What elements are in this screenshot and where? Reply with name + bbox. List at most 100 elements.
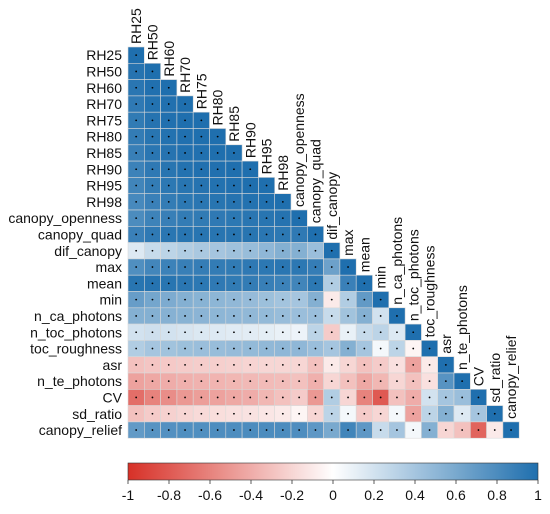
cell-dot bbox=[379, 298, 382, 301]
cell-dot bbox=[298, 249, 301, 252]
cell-dot bbox=[298, 233, 301, 236]
column-label: mean bbox=[356, 237, 372, 272]
cell-dot bbox=[135, 54, 138, 57]
column-label: canopy_openness bbox=[291, 93, 307, 207]
cell-dot bbox=[396, 380, 398, 383]
row-label: sd_ratio bbox=[72, 406, 122, 422]
cell-dot bbox=[265, 347, 268, 350]
cell-dot bbox=[167, 396, 170, 399]
cell-dot bbox=[347, 380, 349, 383]
cell-dot bbox=[363, 331, 366, 334]
cell-dot bbox=[233, 298, 235, 301]
cell-dot bbox=[167, 152, 170, 154]
cell-dot bbox=[135, 282, 138, 285]
cell-dot bbox=[330, 396, 333, 399]
cell-dot bbox=[298, 217, 301, 220]
cell-dot bbox=[216, 200, 219, 203]
cell-dot bbox=[135, 103, 138, 105]
cell-dot bbox=[379, 412, 382, 415]
cell-dot bbox=[363, 396, 366, 399]
column-label: RH85 bbox=[226, 106, 242, 142]
cell-dot bbox=[233, 233, 235, 236]
row-label: min bbox=[99, 292, 122, 308]
cell-dot bbox=[314, 249, 317, 252]
cell-dot bbox=[363, 380, 366, 383]
cell-dot bbox=[347, 347, 349, 350]
cell-dot bbox=[249, 363, 252, 366]
cell-dot bbox=[298, 282, 301, 285]
cell-dot bbox=[298, 331, 301, 334]
row-label: asr bbox=[103, 357, 123, 373]
colorbar-tick-label: -0.4 bbox=[239, 487, 263, 503]
cell-dot bbox=[314, 233, 317, 236]
row-label: canopy_openness bbox=[8, 210, 122, 226]
column-label: RH80 bbox=[210, 89, 226, 125]
cell-dot bbox=[216, 380, 219, 383]
column-label: RH70 bbox=[177, 57, 193, 93]
cell-dot bbox=[200, 217, 203, 220]
cell-dot bbox=[347, 266, 349, 268]
cell-dot bbox=[314, 282, 317, 285]
column-label: canopy_quad bbox=[307, 139, 323, 223]
cell-dot bbox=[396, 363, 398, 366]
cell-dot bbox=[265, 331, 268, 334]
cell-dot bbox=[151, 331, 154, 334]
cell-dot bbox=[151, 233, 154, 236]
cell-dot bbox=[135, 184, 138, 187]
cell-dot bbox=[347, 282, 349, 285]
cell-dot bbox=[412, 347, 415, 350]
cell-dot bbox=[135, 396, 138, 399]
cell-dot bbox=[379, 429, 382, 431]
cell-dot bbox=[167, 363, 170, 366]
cell-dot bbox=[200, 298, 203, 301]
cell-dot bbox=[265, 315, 268, 317]
cell-dot bbox=[151, 429, 154, 431]
cell-dot bbox=[265, 249, 268, 252]
cell-dot bbox=[135, 119, 138, 122]
cell-dot bbox=[135, 168, 138, 171]
cell-dot bbox=[249, 380, 252, 383]
cell-dot bbox=[200, 412, 203, 415]
cell-dot bbox=[135, 331, 138, 334]
cell-dot bbox=[184, 119, 186, 122]
cell-dot bbox=[363, 298, 366, 301]
cell-dot bbox=[412, 380, 415, 383]
cell-dot bbox=[135, 233, 138, 236]
column-labels: RH25 RH50 RH60 RH70 RH75 RH80 RH85 RH90 RH95 RH98… bbox=[128, 8, 519, 419]
cell-dot bbox=[281, 315, 284, 317]
cell-dot bbox=[281, 380, 284, 383]
row-label: canopy_quad bbox=[38, 226, 122, 242]
cell-dot bbox=[216, 282, 219, 285]
cell-dot bbox=[298, 396, 301, 399]
cell-dot bbox=[314, 266, 317, 268]
cell-dot bbox=[135, 315, 138, 317]
row-label: n_ca_photons bbox=[34, 308, 122, 324]
cell-dot bbox=[151, 103, 154, 105]
colorbar-tick-label: 0.2 bbox=[364, 487, 384, 503]
cell-dot bbox=[314, 412, 317, 415]
cell-dot bbox=[265, 233, 268, 236]
cell-dot bbox=[216, 135, 219, 138]
cell-dot bbox=[216, 249, 219, 252]
cell-dot bbox=[330, 266, 333, 268]
cell-dot bbox=[184, 217, 186, 220]
cell-dot bbox=[265, 217, 268, 220]
column-label: dif_canopy bbox=[324, 172, 340, 240]
colorbar-tick-label: 0.6 bbox=[446, 487, 466, 503]
cell-dot bbox=[347, 298, 349, 301]
cell-dot bbox=[298, 298, 301, 301]
cell-dot bbox=[330, 249, 333, 252]
cell-dot bbox=[314, 429, 317, 431]
colorbar-tick-label: -0.8 bbox=[157, 487, 181, 503]
cell-dot bbox=[249, 315, 252, 317]
cell-dot bbox=[184, 266, 186, 268]
cell-dot bbox=[200, 315, 203, 317]
cell-dot bbox=[298, 315, 301, 317]
cell-dot bbox=[379, 363, 382, 366]
cell-dot bbox=[233, 200, 235, 203]
cell-dot bbox=[461, 380, 464, 383]
cell-dot bbox=[412, 412, 415, 415]
row-labels: RH25RH50RH60RH70RH75RH80RH85RH90RH95RH98… bbox=[8, 47, 122, 438]
cell-dot bbox=[167, 429, 170, 431]
column-label: asr bbox=[438, 334, 454, 354]
